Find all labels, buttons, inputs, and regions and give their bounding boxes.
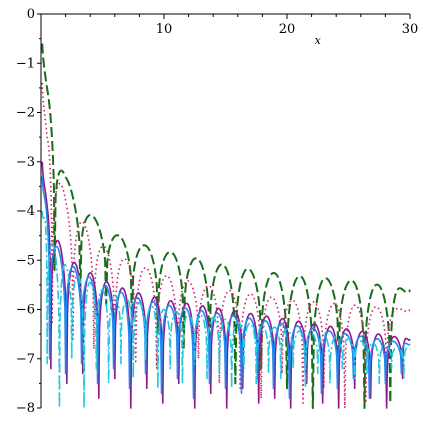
ticks-layer: 10 20 30 0 −1 −2 −3 −4 −5 −6 −7 −8: [16, 7, 418, 416]
curves-layer: [41, 43, 411, 409]
x-axis-label: x: [315, 34, 322, 47]
x-tick-label: 20: [279, 22, 296, 37]
x-tick-label: 30: [402, 22, 419, 37]
y-tick-label: 0: [27, 7, 35, 22]
series-line-5: [41, 210, 411, 409]
y-tick-label: −2: [16, 106, 35, 121]
y-tick-label: −7: [16, 352, 35, 367]
y-tick-label: −6: [16, 303, 35, 318]
series-line-4: [41, 176, 411, 399]
series-line-3: [41, 161, 411, 409]
y-tick-label: −1: [16, 56, 35, 71]
y-tick-label: −8: [16, 401, 35, 416]
y-tick-label: −5: [16, 253, 35, 268]
x-tick-label: 10: [156, 22, 173, 37]
y-tick-label: −3: [16, 155, 35, 170]
y-tick-label: −4: [16, 204, 35, 219]
